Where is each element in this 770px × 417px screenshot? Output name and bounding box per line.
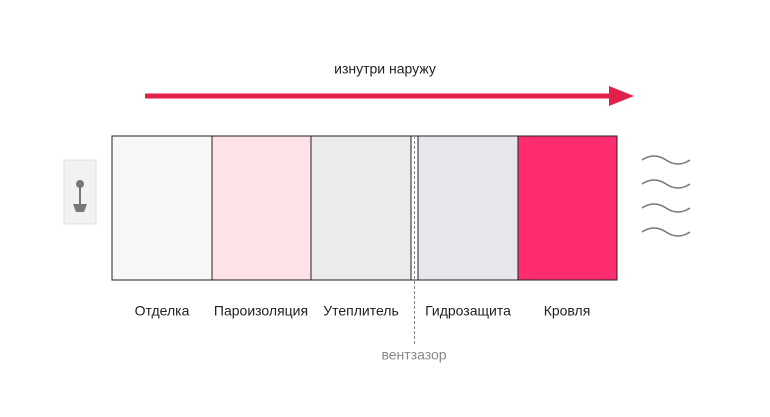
arrow-head	[609, 86, 634, 106]
direction-label: изнутри наружу	[334, 61, 436, 77]
lamp-shade	[73, 204, 87, 212]
layer-vapor-barrier	[211, 135, 312, 281]
layer-roofing	[517, 135, 618, 281]
gap-label: вентзазор	[381, 347, 446, 363]
layer-label: Утеплитель	[323, 303, 399, 319]
layer-label: Гидрозащита	[425, 303, 511, 319]
layer-label: Пароизоляция	[214, 303, 308, 319]
layer-finish	[111, 135, 213, 281]
layer-insulation	[310, 135, 412, 281]
layer-label: Кровля	[544, 303, 591, 319]
layer-waterproofing	[417, 135, 519, 281]
exterior-waves	[641, 155, 691, 237]
layer-label: Отделка	[135, 303, 190, 319]
